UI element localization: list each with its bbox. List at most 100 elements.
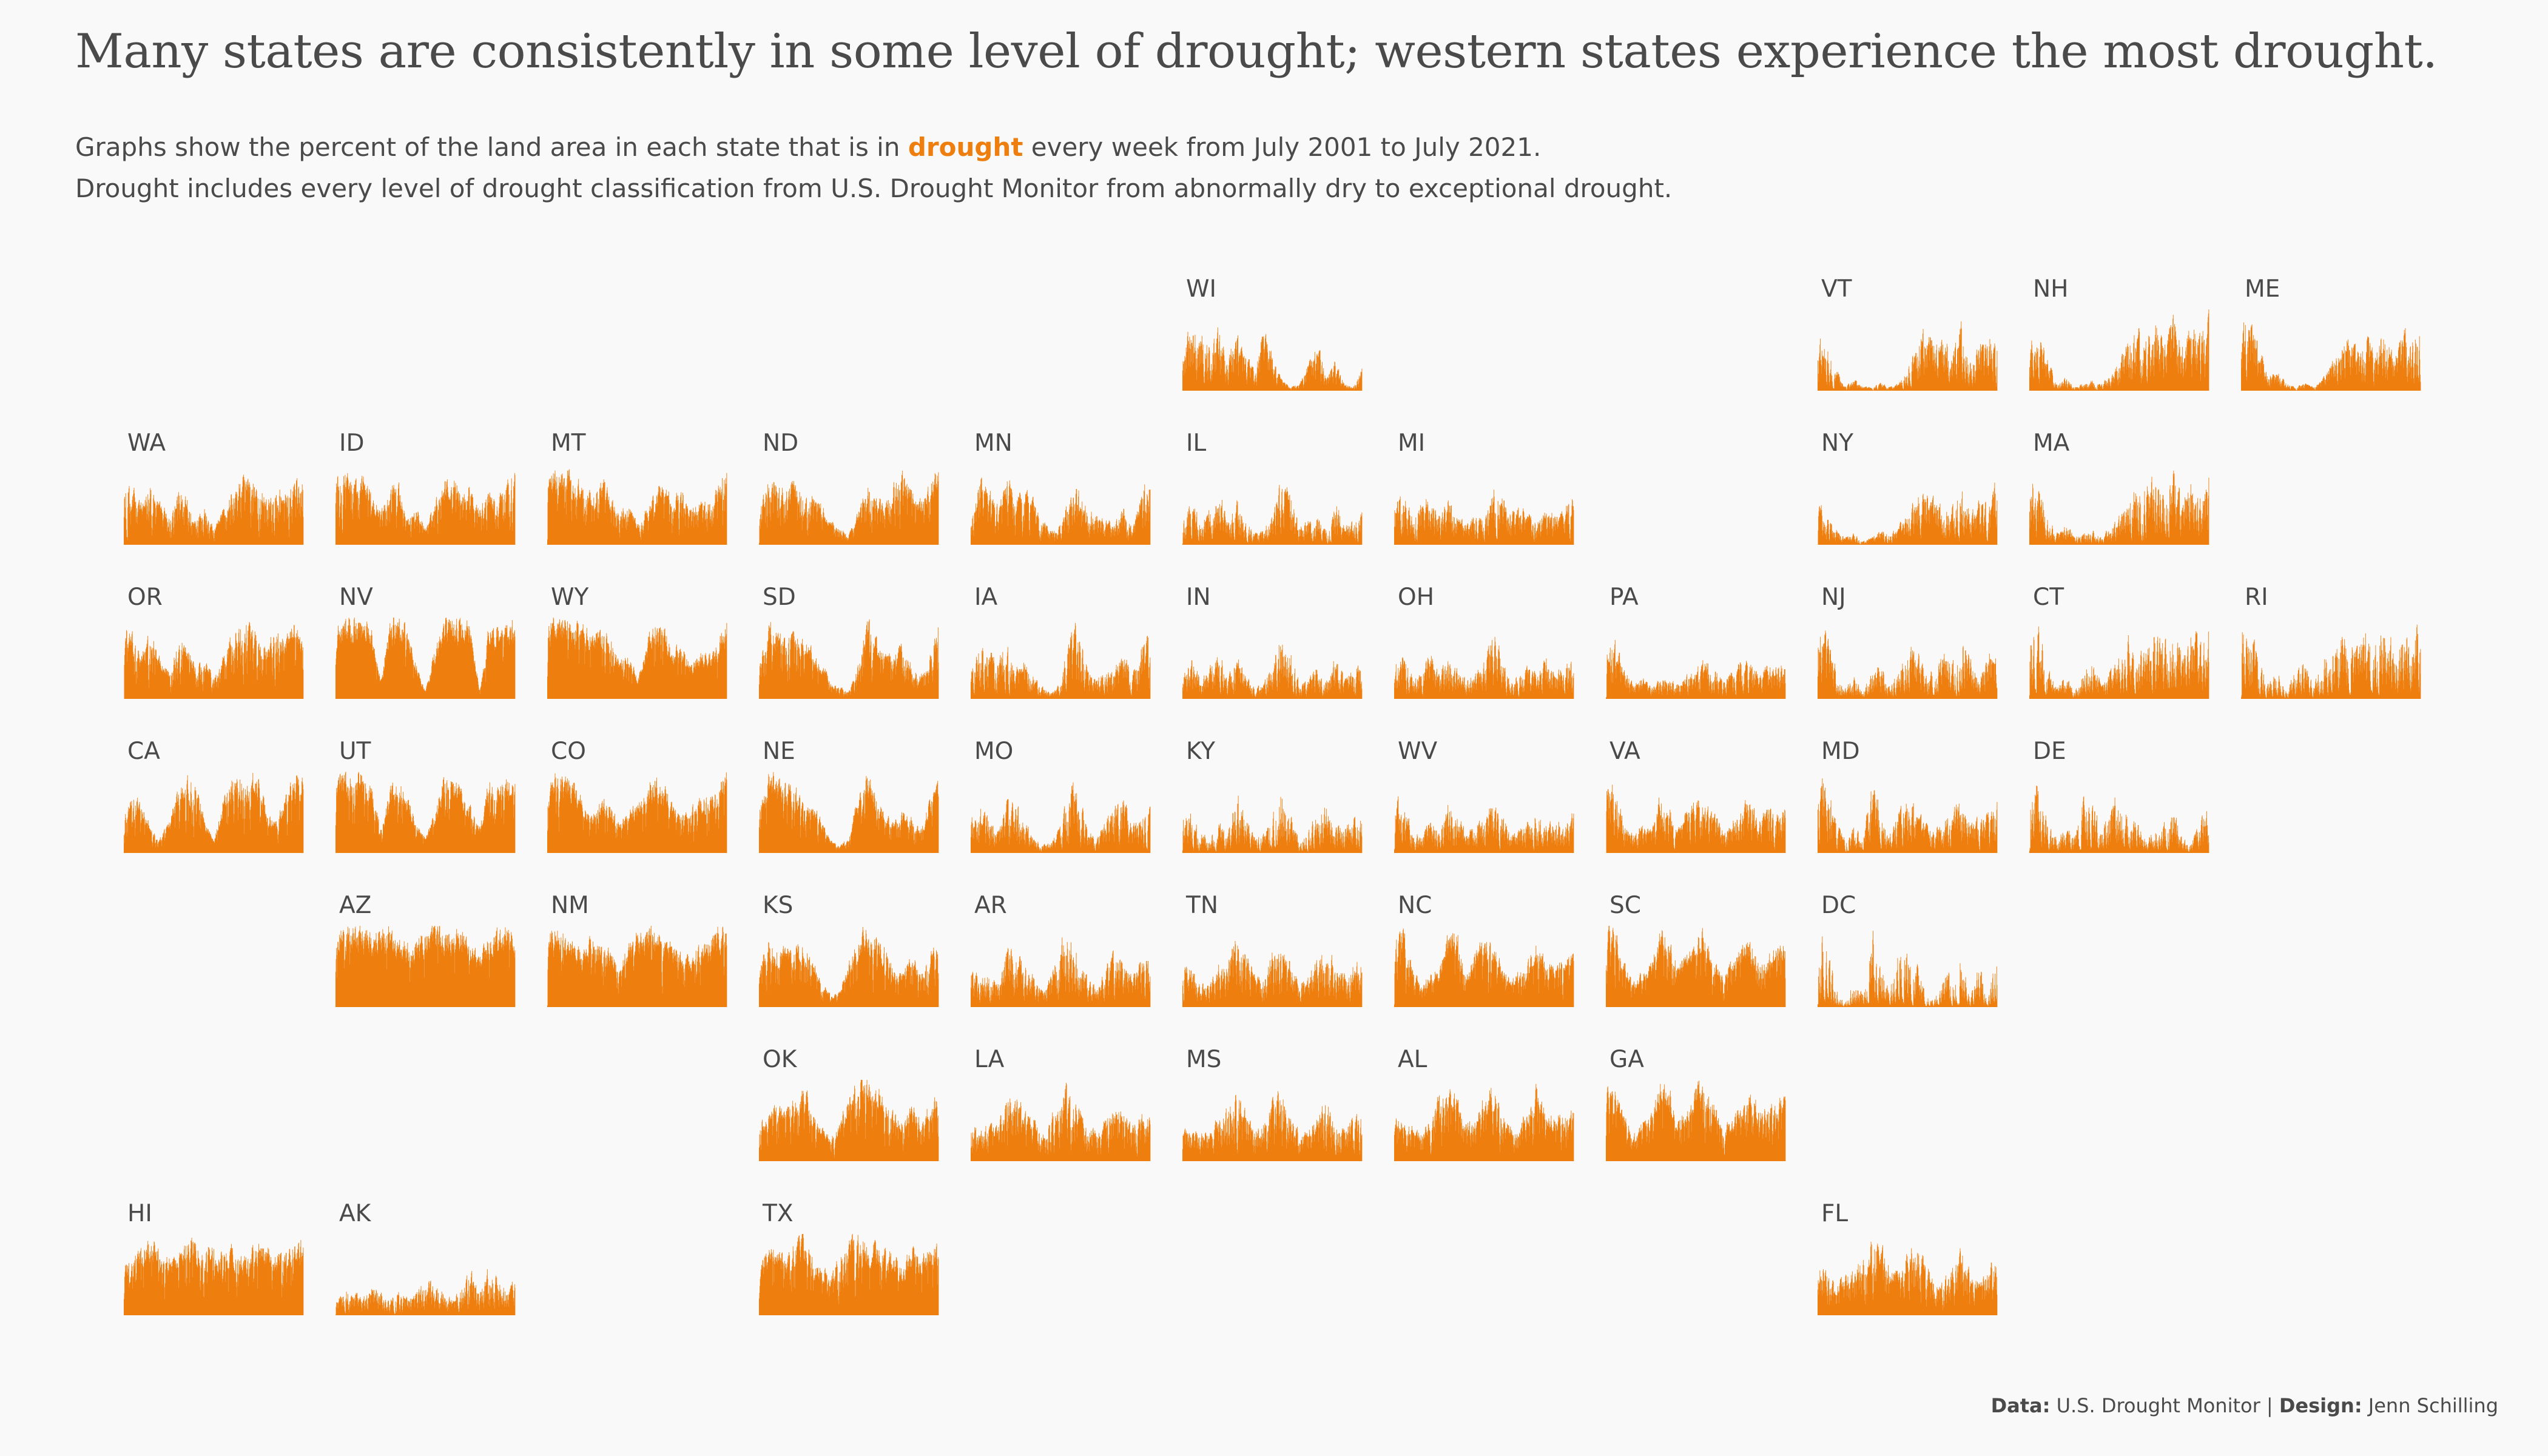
state-label: ID: [339, 430, 365, 457]
state-label: OH: [1398, 584, 1435, 611]
state-label: FL: [1821, 1200, 1849, 1227]
drought-area-series: [2029, 470, 2209, 545]
state-chart-ut: UT: [335, 738, 516, 859]
state-chart-mt: MT: [547, 430, 727, 551]
state-chart-ia: IA: [971, 584, 1151, 705]
drought-area-path: [335, 1269, 516, 1315]
state-label: MI: [1398, 430, 1426, 457]
drought-area-path: [124, 474, 304, 545]
state-label: ND: [763, 430, 799, 457]
state-chart-nv: NV: [335, 584, 516, 705]
state-label: AZ: [339, 892, 372, 919]
drought-area-path: [124, 1238, 304, 1315]
drought-area-path: [971, 1082, 1151, 1161]
state-chart-sd: SD: [759, 584, 939, 705]
drought-area-series: [1818, 321, 1998, 391]
state-chart-me: ME: [2241, 275, 2421, 397]
drought-area-series: [2029, 309, 2209, 391]
state-chart-ks: KS: [759, 892, 939, 1013]
drought-area-path: [1818, 321, 1998, 391]
drought-area-series: [1606, 639, 1786, 699]
drought-area-series: [124, 1238, 304, 1315]
drought-area-series: [335, 473, 516, 545]
source-caption: Data: U.S. Drought Monitor | Design: Jen…: [1991, 1394, 2498, 1417]
state-label: DE: [2033, 738, 2066, 765]
drought-area-path: [971, 622, 1151, 699]
drought-area-series: [1394, 796, 1574, 853]
state-label: RI: [2245, 584, 2268, 611]
state-label: NC: [1398, 892, 1432, 919]
drought-area-series: [1606, 784, 1786, 853]
state-chart-dc: DC: [1818, 892, 1998, 1013]
state-chart-oh: OH: [1394, 584, 1574, 705]
state-chart-in: IN: [1182, 584, 1363, 705]
state-label: CA: [127, 738, 160, 765]
drought-area-series: [1818, 1241, 1998, 1315]
drought-area-path: [759, 1080, 939, 1161]
state-chart-ct: CT: [2029, 584, 2209, 705]
drought-area-path: [759, 772, 939, 853]
drought-area-series: [971, 782, 1151, 853]
drought-area-path: [335, 618, 516, 699]
drought-area-series: [1182, 795, 1363, 853]
state-chart-va: VA: [1606, 738, 1786, 859]
state-label: TX: [763, 1200, 794, 1227]
state-chart-tn: TN: [1182, 892, 1363, 1013]
drought-area-series: [124, 474, 304, 545]
state-label: KY: [1186, 738, 1216, 765]
drought-area-path: [1818, 1241, 1998, 1315]
state-label: DC: [1821, 892, 1856, 919]
drought-area-series: [759, 619, 939, 699]
drought-area-path: [971, 937, 1151, 1007]
drought-area-series: [1182, 327, 1363, 391]
state-chart-ar: AR: [971, 892, 1151, 1013]
state-chart-ok: OK: [759, 1046, 939, 1167]
state-label: NE: [763, 738, 795, 765]
drought-area-series: [759, 470, 939, 545]
state-chart-il: IL: [1182, 430, 1363, 551]
drought-area-path: [2029, 786, 2209, 853]
drought-area-series: [2029, 626, 2209, 699]
state-chart-hi: HI: [124, 1200, 304, 1321]
state-label: NV: [339, 584, 373, 611]
drought-area-path: [547, 469, 727, 545]
state-label: KS: [763, 892, 794, 919]
drought-area-series: [759, 1080, 939, 1161]
drought-area-series: [971, 477, 1151, 545]
drought-area-path: [759, 619, 939, 699]
drought-area-series: [547, 618, 727, 699]
state-label: ME: [2245, 275, 2280, 303]
state-label: OR: [127, 584, 163, 611]
drought-area-path: [2241, 322, 2421, 391]
drought-area-path: [1182, 327, 1363, 391]
drought-area-series: [335, 1269, 516, 1315]
drought-area-path: [124, 773, 304, 853]
drought-area-series: [335, 618, 516, 699]
drought-area-series: [1818, 931, 1998, 1007]
drought-area-series: [1394, 636, 1574, 699]
state-chart-ca: CA: [124, 738, 304, 859]
drought-area-series: [547, 469, 727, 545]
state-label: CO: [551, 738, 586, 765]
subtitle-text-pre: Graphs show the percent of the land area…: [75, 132, 908, 162]
drought-area-path: [1606, 1080, 1786, 1161]
state-chart-ga: GA: [1606, 1046, 1786, 1167]
caption-data-label: Data:: [1990, 1394, 2051, 1417]
drought-area-series: [759, 772, 939, 853]
state-label: NY: [1821, 430, 1853, 457]
drought-area-series: [1818, 482, 1998, 545]
state-label: PA: [1609, 584, 1639, 611]
state-chart-wi: WI: [1182, 275, 1363, 397]
drought-area-path: [124, 622, 304, 699]
state-chart-de: DE: [2029, 738, 2209, 859]
state-chart-or: OR: [124, 584, 304, 705]
state-label: MT: [551, 430, 586, 457]
state-chart-fl: FL: [1818, 1200, 1998, 1321]
drought-area-series: [971, 622, 1151, 699]
state-label: HI: [127, 1200, 152, 1227]
state-chart-nj: NJ: [1818, 584, 1998, 705]
state-label: IL: [1186, 430, 1207, 457]
drought-area-series: [1182, 485, 1363, 545]
drought-area-path: [1182, 1091, 1363, 1161]
drought-area-series: [335, 926, 516, 1007]
